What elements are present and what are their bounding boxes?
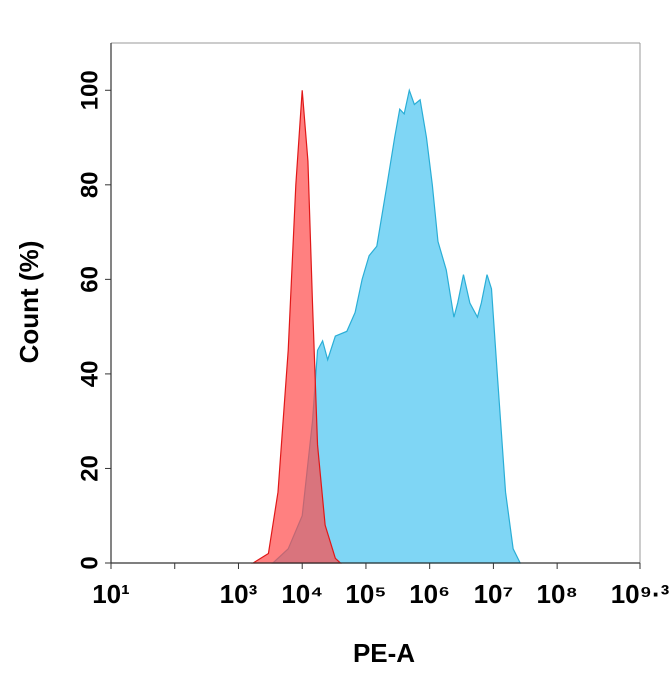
- y-tick-label: 60: [76, 266, 103, 293]
- y-tick-label: 40: [76, 361, 103, 388]
- y-tick-label: 100: [76, 70, 103, 110]
- x-axis-label: PE-A: [353, 638, 415, 668]
- histogram-area: [251, 90, 342, 564]
- x-tick-label: 10³: [220, 579, 258, 609]
- y-tick-label: 80: [76, 171, 103, 198]
- y-tick-label: 0: [76, 556, 103, 569]
- x-tick-label: 10⁵: [345, 579, 386, 609]
- x-tick-label: 10⁶: [409, 579, 450, 609]
- x-tick-label: 10⁷: [474, 579, 514, 609]
- x-tick-label: 10¹: [92, 579, 130, 609]
- y-tick-label: 20: [76, 455, 103, 482]
- histogram-area: [271, 88, 522, 564]
- x-tick-label: 10⁹·³: [611, 579, 670, 609]
- x-tick-label: 10⁸: [537, 579, 578, 609]
- x-tick-label: 10⁴: [281, 579, 323, 609]
- y-axis-label: Count (%): [14, 241, 44, 364]
